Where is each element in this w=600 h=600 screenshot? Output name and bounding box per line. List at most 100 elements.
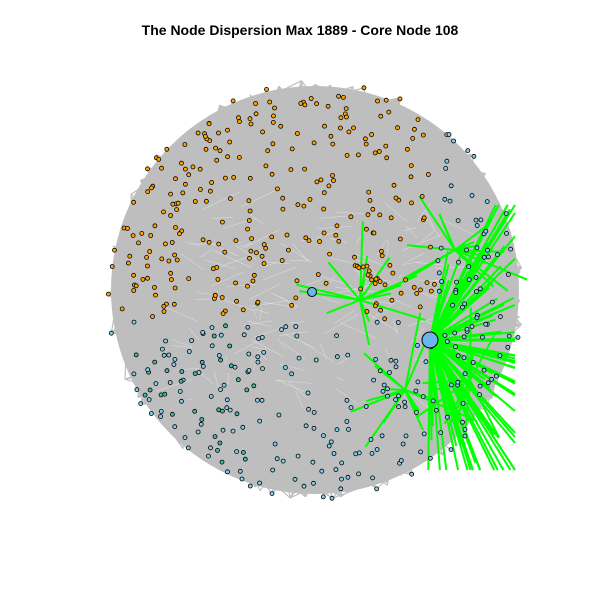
graph-edge xyxy=(166,297,296,305)
graph-node xyxy=(485,247,490,253)
light-edge xyxy=(203,259,235,270)
graph-node xyxy=(274,186,280,192)
graph-node xyxy=(311,480,316,486)
highlighted-edge xyxy=(327,261,361,301)
graph-node xyxy=(147,387,153,393)
graph-node xyxy=(477,286,483,292)
graph-node xyxy=(222,175,228,181)
graph-node xyxy=(379,253,385,259)
graph-node xyxy=(220,311,226,317)
light-edge xyxy=(212,216,233,219)
graph-node xyxy=(464,247,469,253)
graph-node xyxy=(164,146,170,152)
graph-edge xyxy=(123,254,224,431)
graph-node xyxy=(249,236,255,242)
graph-node xyxy=(295,202,301,208)
graph-node xyxy=(186,349,192,354)
graph-node xyxy=(337,125,343,131)
graph-node xyxy=(361,85,367,91)
graph-node xyxy=(247,116,253,122)
graph-node xyxy=(245,324,251,330)
light-edge xyxy=(249,300,288,308)
light-edge xyxy=(335,309,356,324)
graph-node xyxy=(393,364,399,370)
light-edge xyxy=(284,333,316,349)
graph-node xyxy=(264,87,269,92)
highlighted-edge xyxy=(359,299,426,322)
graph-node xyxy=(366,189,372,195)
graph-node xyxy=(189,338,195,343)
graph-node xyxy=(438,245,444,251)
graph-node xyxy=(216,241,222,247)
graph-node xyxy=(246,368,252,373)
light-edge xyxy=(403,227,417,231)
graph-node xyxy=(161,209,166,215)
graph-node xyxy=(504,230,509,236)
graph-edge xyxy=(268,98,312,339)
graph-edge xyxy=(233,176,470,182)
graph-node xyxy=(192,408,198,414)
graph-node xyxy=(192,371,198,377)
graph-node xyxy=(383,143,389,149)
graph-node xyxy=(218,387,223,393)
light-edge xyxy=(259,351,267,361)
graph-edge xyxy=(272,263,412,471)
graph-node xyxy=(247,255,252,261)
graph-node xyxy=(326,443,332,449)
highlighted-edge xyxy=(429,204,500,341)
graph-node xyxy=(444,158,450,164)
light-edge xyxy=(411,394,429,409)
graph-node xyxy=(365,212,371,218)
highlighted-edge xyxy=(454,249,495,288)
graph-node xyxy=(395,320,401,325)
dispersion-node xyxy=(307,287,317,297)
graph-node xyxy=(396,393,401,399)
graph-node xyxy=(428,288,434,294)
graph-edge xyxy=(355,390,417,471)
graph-node xyxy=(119,306,125,312)
graph-node xyxy=(289,371,295,377)
graph-node xyxy=(383,97,389,103)
graph-node xyxy=(515,334,521,340)
graph-edge xyxy=(113,293,373,454)
graph-node xyxy=(462,433,468,439)
graph-node xyxy=(430,398,436,404)
graph-node xyxy=(245,226,251,232)
graph-node xyxy=(322,123,327,129)
light-edge xyxy=(417,202,431,222)
graph-node xyxy=(370,475,376,481)
graph-node xyxy=(257,418,263,424)
light-edge xyxy=(384,202,408,223)
light-edge xyxy=(227,284,256,287)
light-edge xyxy=(364,311,399,332)
graph-node xyxy=(255,299,261,305)
graph-node xyxy=(340,95,346,100)
highlighted-edge xyxy=(429,339,433,441)
light-edge xyxy=(289,321,305,324)
graph-node xyxy=(162,391,168,397)
light-edge xyxy=(241,188,279,207)
highlighted-edge xyxy=(402,249,456,280)
graph-node xyxy=(172,252,178,258)
graph-node xyxy=(363,226,369,232)
graph-node xyxy=(237,468,243,474)
light-edge xyxy=(340,322,377,339)
graph-node xyxy=(462,371,468,377)
graph-edge xyxy=(165,305,376,342)
graph-edge xyxy=(194,410,400,432)
light-edge xyxy=(253,350,259,371)
graph-node xyxy=(374,447,380,452)
graph-node xyxy=(259,253,265,259)
graph-edge xyxy=(171,141,404,415)
highlighted-edge xyxy=(454,249,528,281)
highlighted-edge xyxy=(416,379,471,418)
graph-node xyxy=(237,119,242,124)
graph-node xyxy=(272,105,277,111)
highlighted-edge xyxy=(454,227,485,251)
graph-node xyxy=(420,132,426,138)
graph-node xyxy=(106,291,111,297)
highlighted-edge xyxy=(454,249,509,292)
graph-node xyxy=(175,200,181,206)
highlighted-edge xyxy=(350,389,406,413)
graph-node xyxy=(302,102,308,108)
